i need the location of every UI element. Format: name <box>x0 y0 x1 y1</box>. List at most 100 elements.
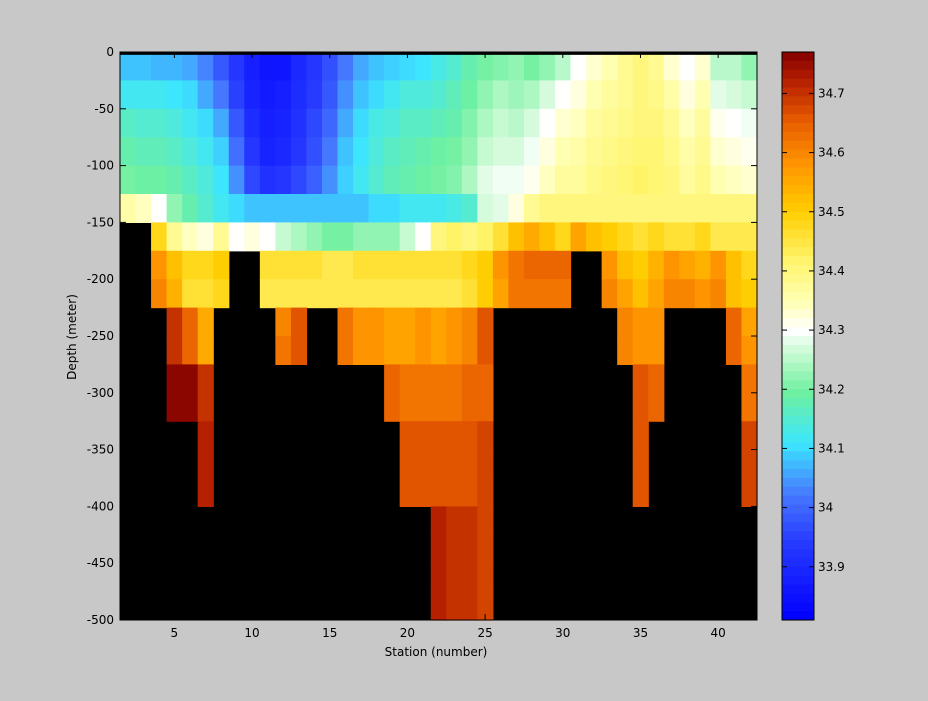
heatmap-cell <box>430 194 447 223</box>
heatmap-cell <box>648 137 665 167</box>
heatmap-cell <box>244 137 261 167</box>
colorbar-swatch <box>782 442 814 452</box>
colorbar-swatch <box>782 557 814 568</box>
heatmap-cell <box>617 250 634 280</box>
heatmap-cell <box>384 54 401 81</box>
colorbar-swatch <box>782 602 814 612</box>
heatmap-cell <box>415 165 432 195</box>
heatmap-cell <box>446 534 463 564</box>
heatmap-cell <box>151 80 168 110</box>
heatmap-cell <box>415 421 432 451</box>
heatmap-cell <box>461 165 478 195</box>
heatmap-cell <box>679 108 696 138</box>
heatmap-cell <box>135 194 152 223</box>
heatmap-cell <box>648 364 665 394</box>
heatmap-cell <box>290 336 308 365</box>
heatmap-cell <box>151 165 168 195</box>
heatmap-cell <box>508 222 525 252</box>
heatmap-cell <box>228 80 245 110</box>
heatmap-cell <box>477 137 494 167</box>
heatmap-cell <box>586 222 603 252</box>
heatmap-cell <box>399 421 416 451</box>
heatmap-cell <box>461 421 478 451</box>
heatmap-cell <box>446 392 463 422</box>
heatmap-cell <box>259 54 276 81</box>
heatmap-cell <box>120 108 137 138</box>
x-tick-label: 35 <box>633 626 648 640</box>
heatmap-cell <box>353 307 370 337</box>
heatmap-cell <box>632 307 649 337</box>
heatmap-cell <box>539 54 556 81</box>
heatmap-cell <box>477 534 494 564</box>
heatmap-cell <box>368 165 385 195</box>
heatmap-cell <box>166 137 183 167</box>
heatmap-cell <box>539 194 556 223</box>
heatmap-cell <box>182 108 199 138</box>
heatmap-cell <box>446 591 463 621</box>
heatmap-cell <box>415 478 432 507</box>
y-tick-label: -250 <box>87 329 114 343</box>
heatmap-cell <box>151 108 168 138</box>
colorbar-swatch <box>782 540 814 550</box>
heatmap-cell <box>213 250 230 280</box>
heatmap-cell <box>741 194 758 223</box>
heatmap-cell <box>228 222 245 252</box>
heatmap-cell <box>415 364 432 394</box>
heatmap-cell <box>477 307 494 337</box>
heatmap-cell <box>166 108 183 138</box>
heatmap-cell <box>492 222 510 252</box>
heatmap-cell <box>430 478 447 507</box>
heatmap-cell <box>570 80 587 110</box>
heatmap-cell <box>741 80 758 110</box>
heatmap-cell <box>399 108 416 138</box>
heatmap-cell <box>446 336 463 365</box>
heatmap-cell <box>321 137 339 167</box>
heatmap-cell <box>523 222 541 252</box>
colorbar-swatch <box>782 344 814 355</box>
heatmap-cell <box>710 194 727 223</box>
heatmap-cell <box>430 506 447 536</box>
colorbar-swatch <box>782 407 814 417</box>
colorbar-swatch <box>782 460 814 470</box>
heatmap-cell <box>182 250 199 280</box>
heatmap-cell <box>617 279 634 309</box>
heatmap-cell <box>477 563 494 593</box>
heatmap-cell <box>741 54 758 81</box>
heatmap-cell <box>632 80 649 110</box>
heatmap-cell <box>182 279 199 309</box>
heatmap-cell <box>166 307 183 337</box>
heatmap-cell <box>290 108 308 138</box>
heatmap-cell <box>663 194 680 223</box>
heatmap-cell <box>321 165 339 195</box>
heatmap-cell <box>694 80 711 110</box>
heatmap-cell <box>384 279 401 309</box>
heatmap-cell <box>586 194 603 223</box>
heatmap-cell <box>461 534 478 564</box>
heatmap-cell <box>290 222 308 252</box>
colorbar-swatch <box>782 123 814 133</box>
heatmap-cell <box>166 54 183 81</box>
heatmap-cell <box>648 54 665 81</box>
colorbar-swatch <box>782 291 814 302</box>
heatmap-cell <box>182 222 199 252</box>
heatmap-cell <box>741 108 758 138</box>
heatmap-cell <box>213 54 230 81</box>
heatmap-cell <box>321 279 339 309</box>
colorbar-swatch <box>782 513 814 523</box>
heatmap-cell <box>430 364 447 394</box>
heatmap-cell <box>492 250 510 280</box>
colorbar-tick-label: 34.6 <box>818 146 845 160</box>
heatmap-cell <box>477 194 494 223</box>
y-tick-label: -300 <box>87 386 114 400</box>
heatmap-cell <box>632 137 649 167</box>
heatmap-cell <box>290 165 308 195</box>
heatmap-cell <box>725 279 743 309</box>
heatmap-cell <box>384 165 401 195</box>
heatmap-cell <box>663 222 680 252</box>
heatmap-cell <box>461 506 478 536</box>
x-tick-label: 20 <box>400 626 415 640</box>
heatmap-cell <box>399 80 416 110</box>
heatmap-cell <box>492 108 510 138</box>
heatmap-cell <box>679 165 696 195</box>
heatmap-cell <box>632 449 649 479</box>
